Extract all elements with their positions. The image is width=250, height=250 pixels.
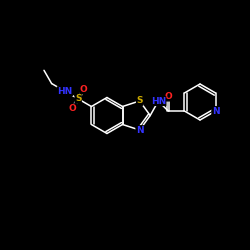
Text: S: S xyxy=(75,94,82,103)
Text: O: O xyxy=(69,104,76,113)
Text: N: N xyxy=(136,126,143,134)
Text: N: N xyxy=(212,106,220,116)
Text: HN: HN xyxy=(57,87,72,96)
Text: O: O xyxy=(164,92,172,101)
Text: HN: HN xyxy=(151,96,166,106)
Text: O: O xyxy=(80,85,88,94)
Text: S: S xyxy=(136,96,143,106)
